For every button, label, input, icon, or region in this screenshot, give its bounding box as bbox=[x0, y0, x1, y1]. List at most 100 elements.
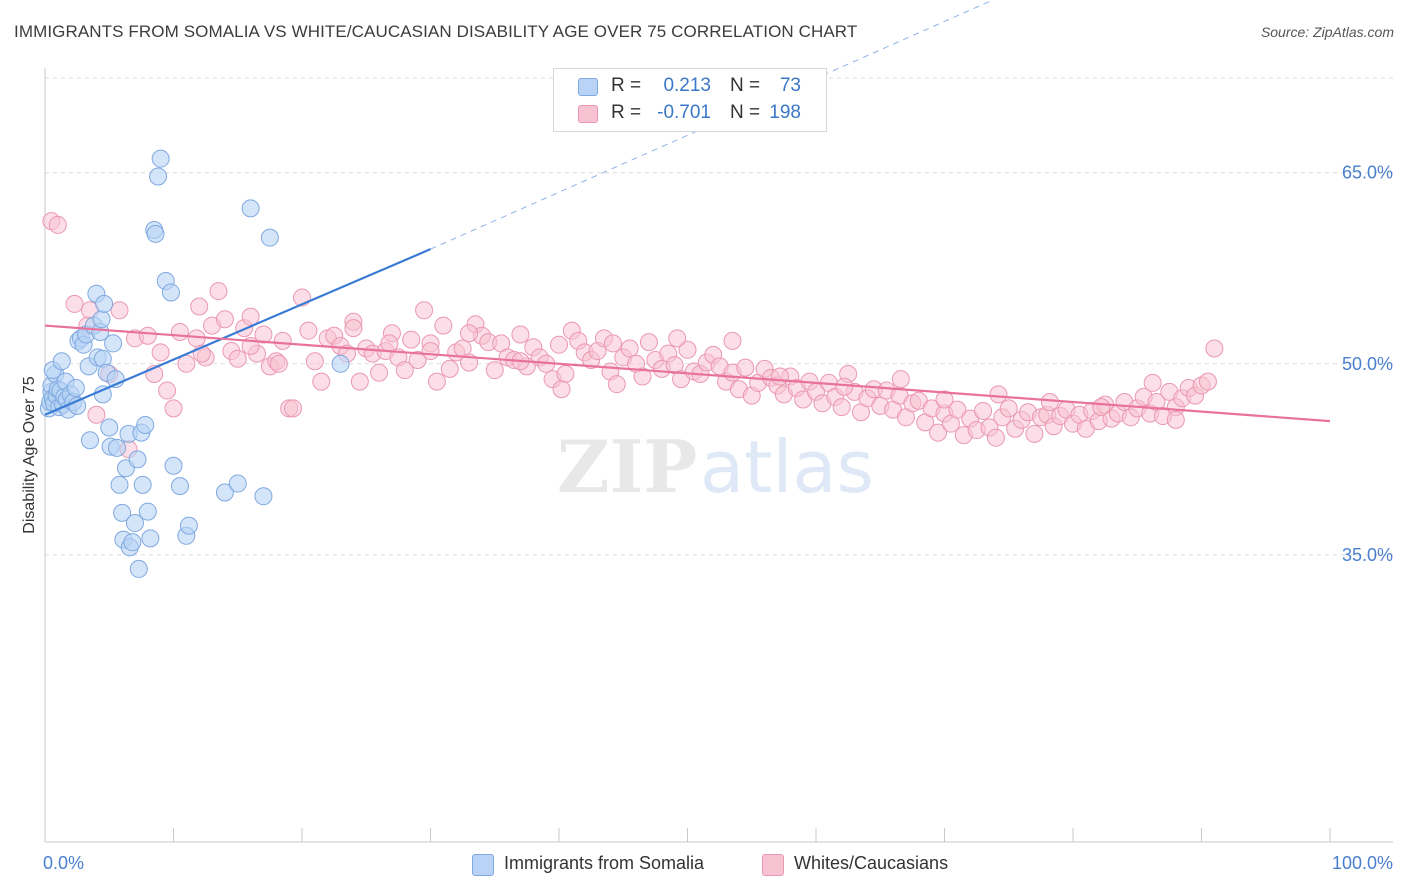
data-point-whites bbox=[440, 359, 459, 378]
data-point-somalia bbox=[100, 418, 119, 437]
data-point-somalia bbox=[113, 503, 132, 522]
data-point-whites bbox=[158, 381, 177, 400]
data-point-somalia bbox=[104, 334, 123, 353]
data-point-whites bbox=[552, 380, 571, 399]
data-point-whites bbox=[948, 400, 967, 419]
tick-labels: 35.0%50.0%65.0%80.0%0.0%100.0% bbox=[43, 163, 1393, 873]
data-point-whites bbox=[835, 377, 854, 396]
source-credit: Source: ZipAtlas.com bbox=[1260, 24, 1394, 40]
data-point-whites bbox=[935, 390, 954, 409]
series-whites-caucasians bbox=[42, 212, 1224, 459]
data-point-somalia bbox=[331, 354, 350, 373]
correlation-legend: R = 0.213 N = 73 R = -0.701 N = 198 bbox=[553, 68, 827, 132]
x-tick-label: 0.0% bbox=[43, 853, 84, 873]
data-point-whites bbox=[485, 361, 504, 380]
data-point-somalia bbox=[129, 559, 148, 578]
legend-n-value: 73 bbox=[779, 75, 801, 96]
legend-swatch-pink bbox=[578, 105, 598, 123]
data-point-whites bbox=[408, 350, 427, 369]
data-point-whites bbox=[421, 342, 440, 361]
data-point-whites bbox=[48, 215, 67, 234]
bottom-legend-swatch-blue bbox=[472, 854, 494, 876]
chart-title: IMMIGRANTS FROM SOMALIA VS WHITE/CAUCASI… bbox=[14, 22, 858, 41]
legend-r-label: R = bbox=[611, 102, 642, 123]
data-point-somalia bbox=[123, 533, 142, 552]
data-point-whites bbox=[1198, 372, 1217, 391]
data-point-whites bbox=[427, 372, 446, 391]
data-point-somalia bbox=[110, 475, 129, 494]
data-point-whites bbox=[284, 399, 303, 418]
x-tick-label: 100.0% bbox=[1332, 853, 1393, 873]
data-point-somalia bbox=[149, 167, 168, 186]
data-point-whites bbox=[891, 370, 910, 389]
data-point-whites bbox=[170, 322, 189, 341]
data-point-whites bbox=[177, 354, 196, 373]
watermark-text: atlas bbox=[700, 425, 874, 509]
bottom-legend-swatch-pink bbox=[762, 854, 784, 876]
data-point-whites bbox=[603, 334, 622, 353]
data-point-somalia bbox=[170, 477, 189, 496]
data-point-whites bbox=[380, 334, 399, 353]
data-point-somalia bbox=[52, 352, 71, 371]
data-point-whites bbox=[639, 333, 658, 352]
data-point-whites bbox=[832, 398, 851, 417]
data-point-whites bbox=[1143, 373, 1162, 392]
data-point-whites bbox=[415, 301, 434, 320]
data-point-whites bbox=[1092, 398, 1111, 417]
data-point-somalia bbox=[164, 456, 183, 475]
data-point-whites bbox=[138, 326, 157, 345]
data-point-somalia bbox=[136, 415, 155, 434]
data-point-somalia bbox=[107, 438, 126, 457]
data-point-whites bbox=[633, 367, 652, 386]
legend-r-value: -0.701 bbox=[657, 102, 711, 123]
data-point-whites bbox=[1040, 393, 1059, 412]
data-point-somalia bbox=[95, 294, 114, 313]
legend-row-somalia: R = 0.213 N = 73 bbox=[554, 74, 826, 100]
data-point-somalia bbox=[128, 450, 147, 469]
series-immigrants-from-somalia bbox=[39, 149, 350, 578]
data-point-whites bbox=[190, 297, 209, 316]
data-point-whites bbox=[110, 301, 129, 320]
trend-line-somalia bbox=[44, 248, 431, 416]
data-point-whites bbox=[989, 385, 1008, 404]
data-point-somalia bbox=[125, 514, 144, 533]
legend-swatch-blue bbox=[578, 78, 598, 96]
legend-n-label: N = bbox=[730, 75, 761, 96]
legend-row-whites: R = -0.701 N = 198 bbox=[554, 101, 826, 127]
y-axis-label: Disability Age Over 75 bbox=[21, 376, 38, 534]
data-point-whites bbox=[736, 358, 755, 377]
data-point-somalia bbox=[161, 283, 180, 302]
data-point-whites bbox=[273, 331, 292, 350]
data-point-whites bbox=[723, 331, 742, 350]
trend-line-whites bbox=[44, 324, 1331, 423]
y-tick-label: 65.0% bbox=[1342, 163, 1393, 183]
data-point-whites bbox=[164, 399, 183, 418]
axes: Disability Age Over 75 bbox=[21, 68, 1393, 843]
data-point-somalia bbox=[92, 310, 111, 329]
data-point-whites bbox=[151, 343, 170, 362]
data-point-whites bbox=[209, 282, 228, 301]
data-point-whites bbox=[402, 330, 421, 349]
data-point-whites bbox=[350, 372, 369, 391]
data-point-whites bbox=[228, 349, 247, 368]
data-point-somalia bbox=[138, 502, 157, 521]
bottom-legend-label-whites: Whites/Caucasians bbox=[794, 853, 949, 873]
legend-r-value: 0.213 bbox=[663, 75, 711, 96]
data-point-whites bbox=[999, 399, 1018, 418]
data-point-whites bbox=[620, 339, 639, 358]
legend-n-label: N = bbox=[730, 102, 761, 123]
data-point-somalia bbox=[141, 529, 160, 548]
data-point-whites bbox=[215, 310, 234, 329]
data-point-whites bbox=[550, 335, 568, 354]
data-point-whites bbox=[929, 423, 948, 442]
data-point-somalia bbox=[260, 228, 279, 247]
data-point-whites bbox=[771, 367, 790, 386]
data-point-whites bbox=[87, 405, 106, 424]
data-point-somalia bbox=[241, 199, 260, 218]
data-point-whites bbox=[556, 364, 575, 383]
watermark-text: ZIP bbox=[557, 424, 697, 509]
legend-n-value: 198 bbox=[769, 102, 801, 123]
legend-r-label: R = bbox=[611, 75, 642, 96]
data-point-whites bbox=[299, 321, 318, 340]
